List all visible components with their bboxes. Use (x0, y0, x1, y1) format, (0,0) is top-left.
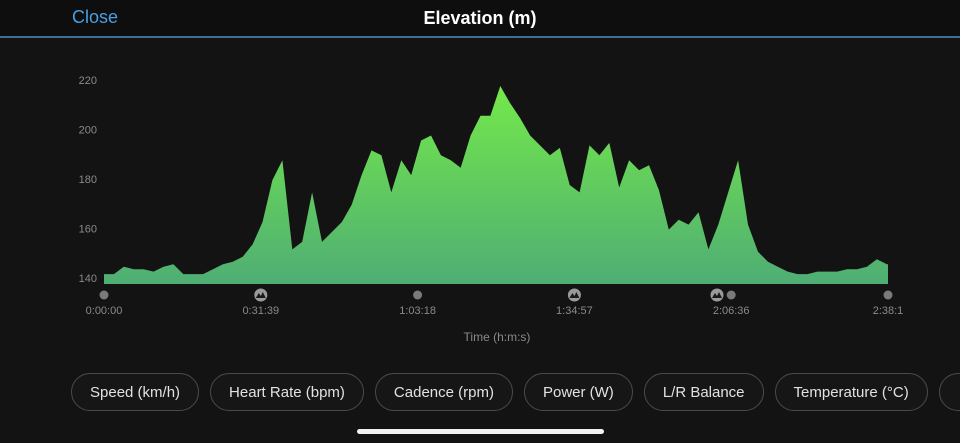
metric-button[interactable]: Cadence (rpm) (374, 373, 513, 411)
y-tick-label: 180 (79, 174, 97, 186)
x-tick-label: 0:31:39 (242, 305, 279, 317)
lap-marker (254, 288, 268, 302)
home-indicator (357, 429, 604, 434)
elevation-area (104, 86, 888, 284)
x-tick-label: 1:34:57 (556, 305, 593, 317)
y-tick-label: 220 (79, 75, 97, 87)
x-tick-dot (99, 290, 109, 300)
metric-button[interactable]: Power (W) (523, 373, 633, 411)
x-tick-dot (413, 290, 423, 300)
lap-marker (710, 288, 724, 302)
metric-button[interactable]: Temperature (°C) (774, 373, 928, 411)
y-tick-label: 200 (79, 124, 97, 136)
x-tick-dot (726, 290, 736, 300)
y-tick-label: 160 (79, 223, 97, 235)
x-tick-label: 1:03:18 (399, 305, 436, 317)
metric-button[interactable]: Heart Rate (bpm) (210, 373, 364, 411)
x-tick-label: 0:00:00 (86, 305, 123, 317)
lap-icon (569, 292, 580, 298)
lap-icon (255, 292, 266, 298)
metric-button-partial[interactable] (938, 373, 960, 411)
lap-marker (567, 288, 581, 302)
plot: 140 160 180 200 220 0:00:00 0:31:39 1:03:18 1:34… (79, 75, 904, 317)
screen-title: Elevation (m) (423, 8, 536, 28)
x-tick-label: 2:38:1 (873, 305, 904, 317)
close-button[interactable]: Close (72, 7, 118, 27)
x-axis-label: Time (h:m:s) (464, 330, 531, 344)
metric-button[interactable]: Speed (km/h) (71, 373, 200, 411)
y-tick-label: 140 (79, 273, 97, 285)
metric-button[interactable]: L/R Balance (643, 373, 764, 411)
x-tick-label: 2:06:36 (713, 305, 750, 317)
metric-buttons: Speed (km/h) Heart Rate (bpm) Cadence (rpm… (71, 373, 960, 411)
x-tick-dot (883, 290, 893, 300)
header-bar (0, 0, 960, 37)
